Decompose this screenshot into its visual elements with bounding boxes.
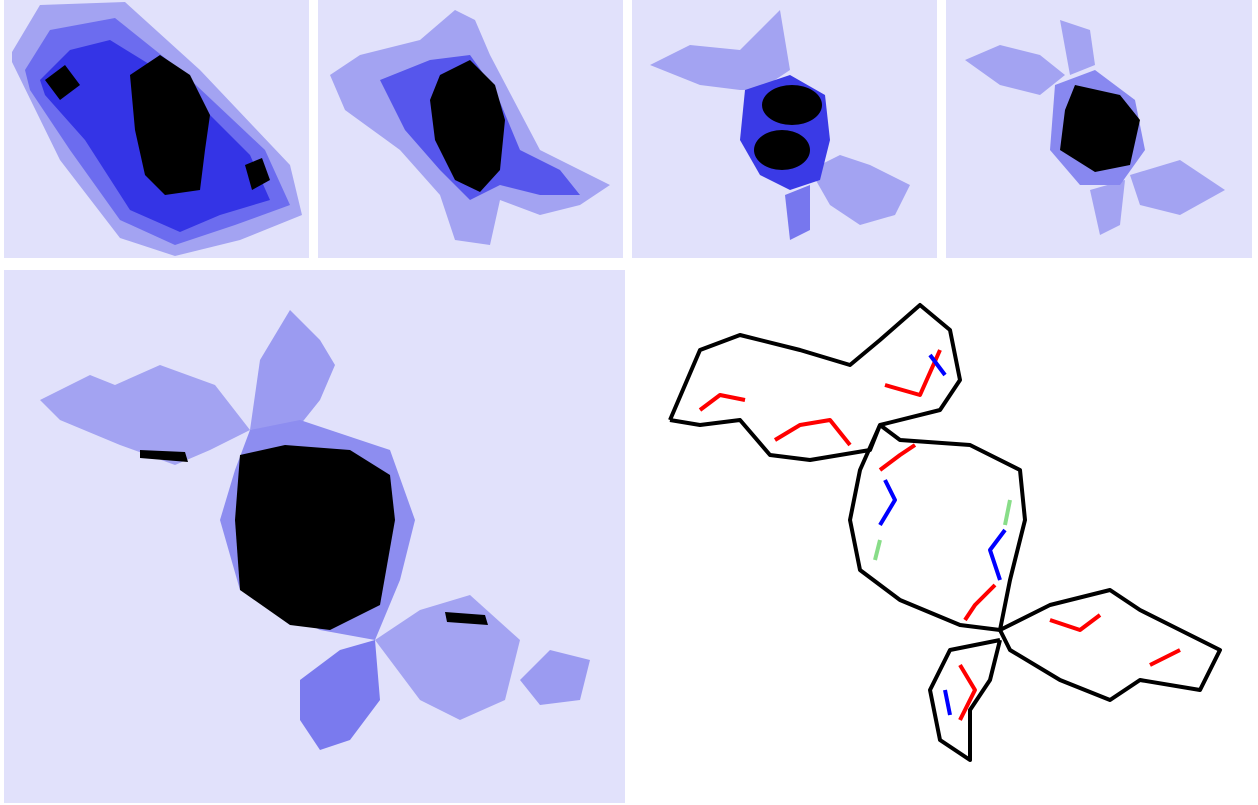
highlight-curve [880,480,895,525]
outline-curve [850,425,1025,630]
highlight-curve [965,585,995,620]
fractal-core [235,445,395,630]
highlight-curve [875,540,880,560]
highlight-curve [1050,615,1100,630]
highlight-curve [1005,500,1010,525]
highlight-curve [990,530,1005,580]
highlight-curve [700,395,745,410]
highlight-curve [775,420,850,445]
highlight-curve [960,665,975,720]
fractal-grid [0,0,1258,805]
outline-curve [1000,590,1220,700]
highlight-curve [1150,650,1180,665]
highlight-curve [880,445,915,470]
julia-outline [670,305,1220,760]
fractal-core [754,130,810,170]
fractal-core [762,85,822,125]
highlight-curve [945,690,950,715]
outline-curve [930,640,1000,760]
outline-curve [670,305,960,460]
page [0,0,1258,805]
